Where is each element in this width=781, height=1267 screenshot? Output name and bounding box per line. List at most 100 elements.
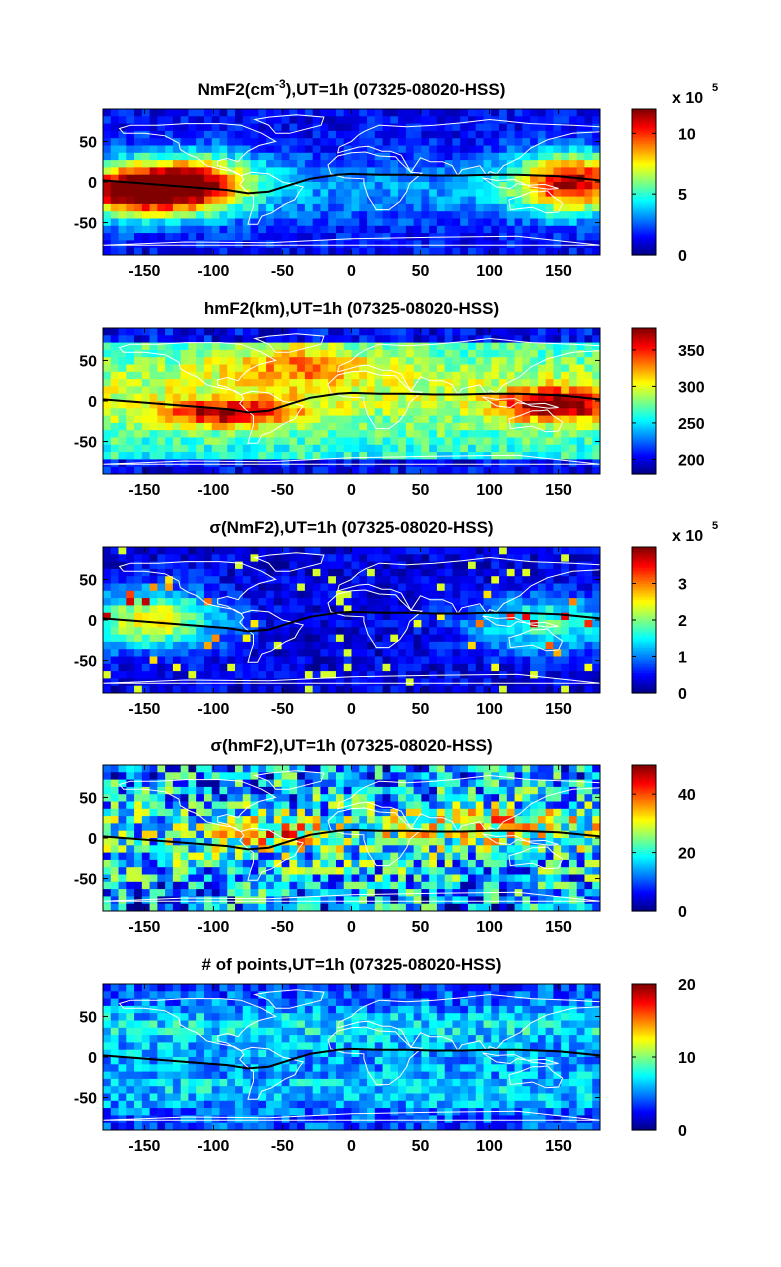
heatmap-cell: [545, 203, 555, 212]
heatmap-cell: [157, 203, 166, 212]
heatmap-cell: [188, 437, 197, 446]
heatmap-cell: [118, 838, 127, 846]
heatmap-cell: [172, 415, 182, 424]
heatmap-cell: [118, 371, 127, 380]
heatmap-cell: [390, 838, 399, 846]
heatmap-cell: [165, 794, 174, 803]
heatmap-cell: [203, 371, 213, 380]
heatmap-cell: [126, 328, 135, 336]
heatmap-cell: [522, 174, 531, 183]
heatmap-cell: [413, 401, 422, 409]
heatmap-cell: [304, 765, 314, 773]
heatmap-cell: [219, 218, 228, 227]
heatmap-cell: [499, 422, 508, 431]
colorbar-segment: [632, 405, 656, 409]
colorbar-segment: [632, 124, 656, 128]
heatmap-cell: [522, 685, 531, 693]
heatmap-cell: [266, 218, 275, 227]
heatmap-cell: [452, 415, 461, 424]
heatmap-cell: [203, 649, 213, 658]
heatmap-cell: [134, 430, 143, 439]
heatmap-cell: [405, 641, 415, 650]
heatmap-cell: [436, 123, 446, 132]
heatmap-cell: [273, 123, 283, 132]
heatmap-cell: [258, 459, 267, 468]
heatmap-cell: [405, 145, 415, 154]
heatmap-cell: [561, 649, 570, 658]
x-tick-label: -150: [128, 482, 160, 499]
heatmap-cell: [374, 794, 384, 803]
heatmap-cell: [312, 845, 322, 854]
heatmap-cell: [561, 830, 570, 839]
heatmap-cell: [172, 167, 182, 176]
heatmap-cell: [553, 328, 562, 336]
heatmap-cell: [351, 452, 360, 460]
heatmap-cell: [499, 401, 508, 409]
heatmap-cell: [312, 678, 322, 687]
colorbar-segment: [632, 191, 656, 195]
heatmap-cell: [413, 641, 422, 650]
heatmap-cell: [203, 561, 213, 570]
heatmap-cell: [491, 167, 500, 176]
heatmap-cell: [103, 678, 112, 687]
colorbar-segment: [632, 343, 656, 347]
heatmap-cell: [514, 838, 523, 846]
heatmap-cell: [126, 452, 135, 460]
heatmap-cell: [289, 801, 298, 810]
heatmap-cell: [250, 167, 259, 176]
heatmap-cell: [211, 452, 221, 460]
heatmap-cell: [398, 357, 407, 366]
heatmap-cell: [312, 342, 322, 351]
heatmap-cell: [335, 386, 345, 395]
heatmap-cell: [522, 116, 531, 125]
heatmap-cell: [235, 685, 244, 693]
heatmap-cell: [436, 554, 446, 563]
heatmap-cell: [359, 379, 368, 387]
heatmap-cell: [281, 765, 290, 773]
heatmap-cell: [561, 656, 570, 665]
heatmap-cell: [343, 130, 353, 139]
heatmap-cell: [545, 641, 555, 650]
heatmap-cell: [258, 466, 267, 474]
heatmap-cell: [584, 349, 593, 358]
heatmap-cell: [250, 590, 259, 599]
heatmap-cell: [266, 678, 275, 687]
heatmap-cell: [398, 547, 407, 555]
heatmap-cell: [304, 779, 314, 788]
heatmap-cell: [499, 845, 508, 854]
heatmap-cell: [499, 620, 508, 628]
heatmap-cell: [312, 663, 322, 672]
heatmap-cell: [421, 218, 430, 227]
heatmap-cell: [320, 598, 329, 606]
heatmap-cell: [289, 335, 298, 344]
heatmap-cell: [530, 808, 539, 817]
heatmap-cell: [227, 765, 236, 773]
heatmap-cell: [460, 779, 469, 788]
heatmap-cell: [320, 240, 329, 249]
heatmap-cell: [374, 109, 384, 117]
heatmap-cell: [483, 167, 492, 176]
heatmap-cell: [343, 152, 353, 161]
heatmap-cell: [328, 568, 337, 577]
x-tick-label: 0: [347, 482, 356, 499]
heatmap-cell: [553, 364, 562, 373]
heatmap-cell: [134, 328, 143, 336]
heatmap-cell: [499, 182, 508, 190]
heatmap-cell: [172, 349, 182, 358]
heatmap-cell: [242, 830, 252, 839]
colorbar-segment: [632, 120, 656, 124]
colorbar-segment: [632, 227, 656, 231]
heatmap-cell: [390, 801, 399, 810]
heatmap-cell: [266, 838, 275, 846]
heatmap-cell: [506, 576, 516, 585]
heatmap-cell: [281, 152, 290, 161]
heatmap-cell: [499, 816, 508, 824]
heatmap-cell: [584, 386, 593, 395]
heatmap-cell: [374, 357, 384, 366]
heatmap-cell: [444, 401, 454, 409]
heatmap-cell: [242, 576, 252, 585]
heatmap-cell: [227, 437, 236, 446]
heatmap-cell: [444, 218, 454, 227]
heatmap-cell: [211, 371, 221, 380]
